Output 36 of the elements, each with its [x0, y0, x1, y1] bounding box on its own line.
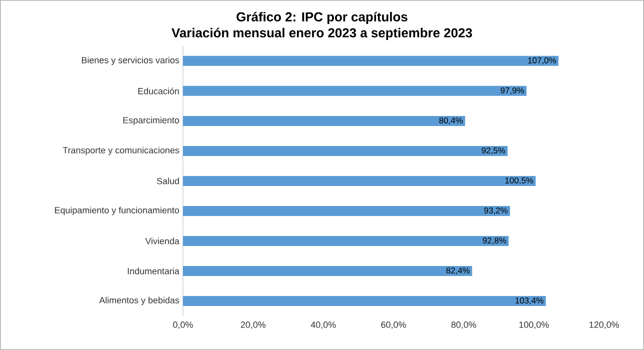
data-label: 92,8%: [482, 238, 506, 245]
data-label: 100,5%: [505, 178, 534, 184]
bar: [182, 146, 508, 156]
data-label: 82,4%: [446, 268, 470, 275]
y-tick-label: Salud: [156, 178, 179, 184]
x-tick-label: 60,0%: [381, 322, 406, 329]
bar: [182, 86, 527, 96]
chart-title: Gráfico 2: IPC por capítulos: [236, 12, 408, 24]
data-label: 107,0%: [528, 57, 556, 64]
y-tick-label: Alimentos y bebidas: [99, 296, 180, 306]
bar: [182, 266, 472, 276]
bar: [182, 176, 536, 186]
data-label: 93,2%: [484, 208, 508, 215]
data-label: 103,4%: [516, 298, 544, 305]
y-tick-label: Indumentaria: [128, 268, 180, 274]
y-tick-label: Equipamiento y funcionamiento: [55, 206, 180, 216]
x-tick-label: 100,0%: [519, 322, 549, 329]
bar: [182, 56, 558, 66]
bar: [182, 206, 510, 216]
data-label: 97,9%: [500, 87, 524, 94]
data-label: 92,5%: [482, 148, 506, 154]
data-label: 80,4%: [439, 117, 463, 124]
x-tick-label: 40,0%: [310, 322, 336, 329]
x-tick-label: 120,0%: [590, 322, 619, 329]
x-tick-label: 80,0%: [451, 322, 476, 329]
y-tick-label: Transporte y comunicaciones: [62, 146, 180, 156]
chart-subtitle: Variación mensual enero 2023 a septiembre 2023: [172, 28, 472, 40]
y-tick-label: Vivienda: [145, 238, 180, 244]
x-tick-label: 20,0%: [240, 322, 266, 329]
bar: [182, 116, 466, 126]
y-tick-label: Bienes y servicios varios: [82, 56, 180, 66]
bar: [182, 236, 509, 246]
bar: [182, 296, 546, 306]
x-tick-label: 0,0%: [173, 322, 193, 329]
y-tick-label: Educación: [138, 88, 179, 94]
y-tick-label: Esparcimiento: [123, 116, 180, 126]
